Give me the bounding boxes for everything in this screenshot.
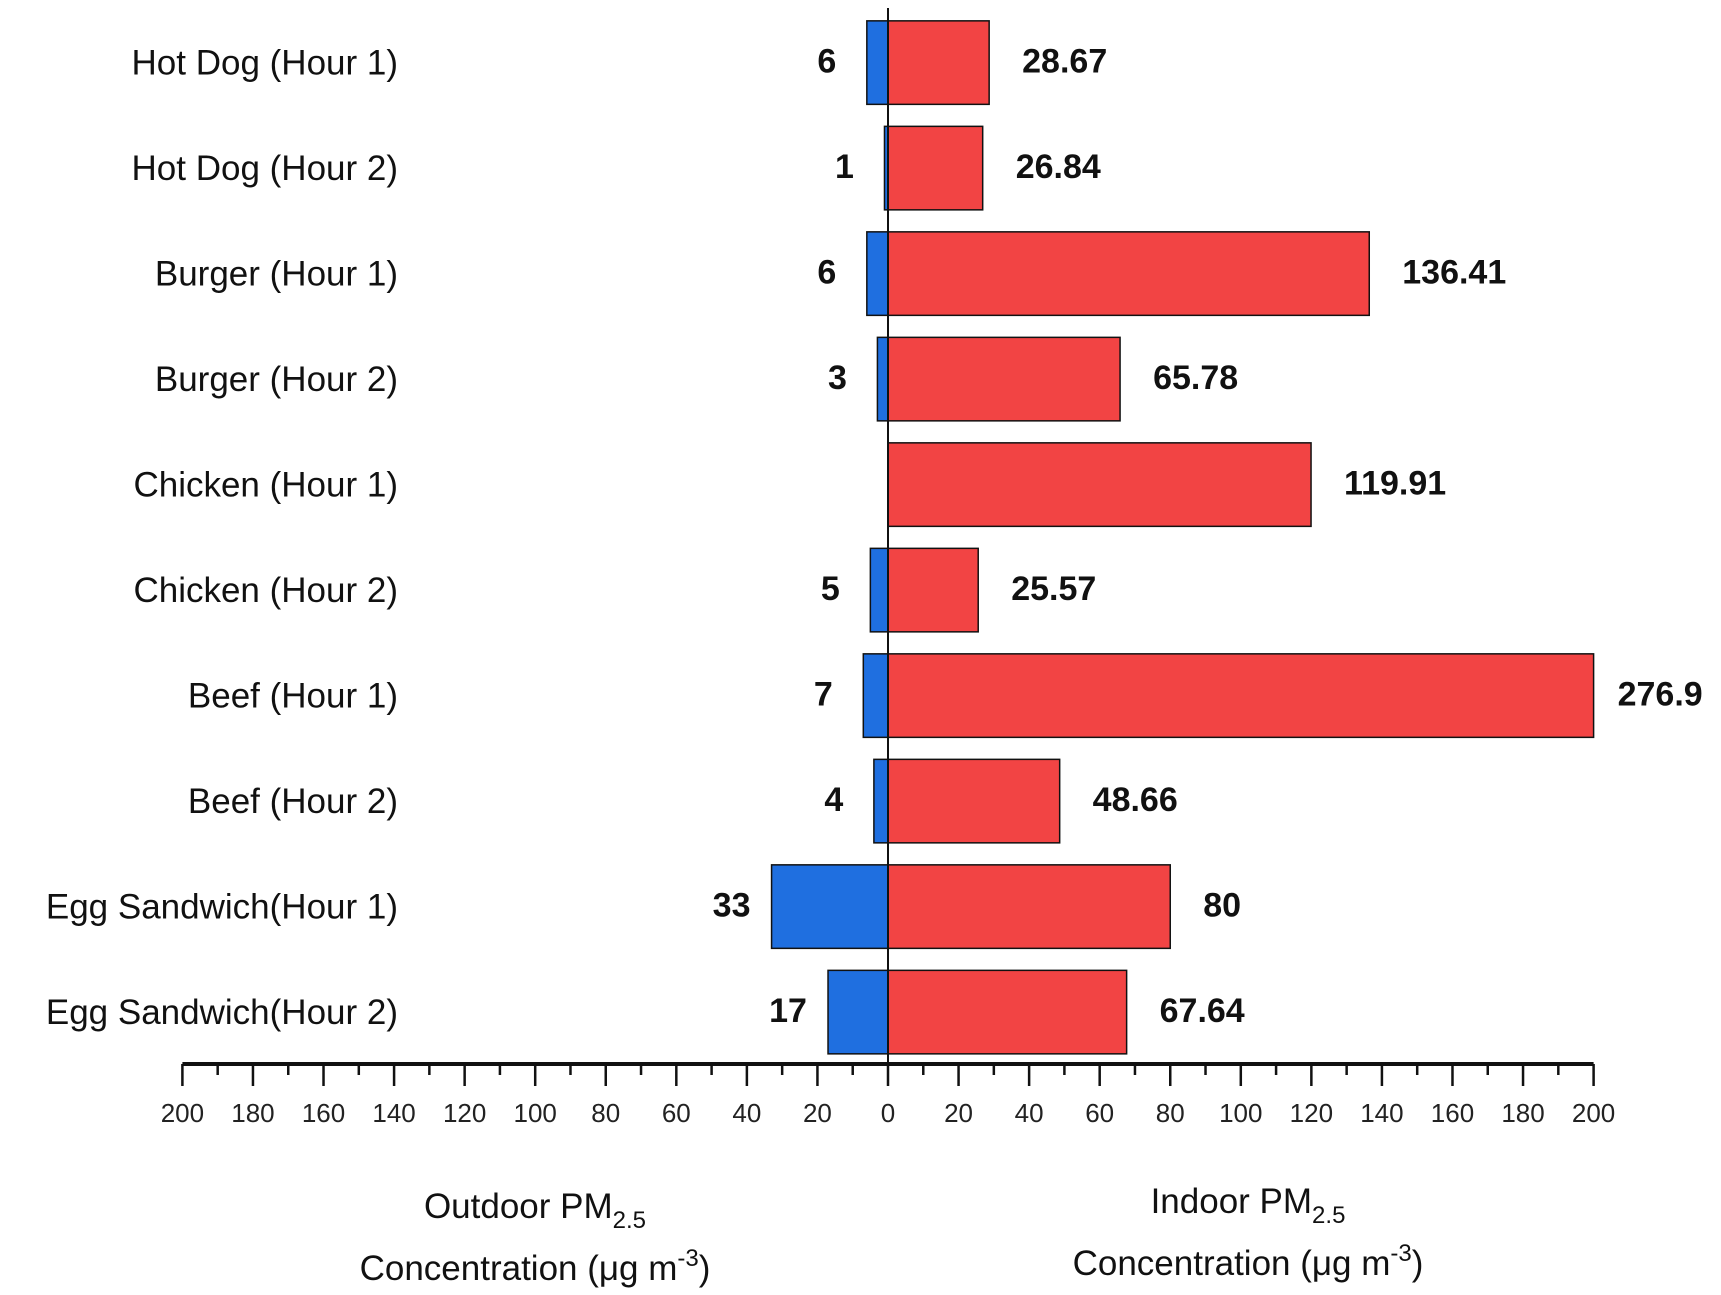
- outdoor-bar: [866, 20, 889, 106]
- indoor-value-label: 67.64: [1160, 992, 1245, 1030]
- x-tick-label: 120: [1290, 1098, 1333, 1128]
- outdoor-bar: [862, 653, 889, 739]
- category-label: Egg Sandwich(Hour 1): [46, 888, 398, 927]
- x-tick-label: 0: [881, 1098, 895, 1128]
- outdoor-bar: [827, 969, 889, 1055]
- x-tick-label: 200: [161, 1098, 204, 1128]
- x-tick-label: 180: [1501, 1098, 1544, 1128]
- outdoor-value-label: 1: [835, 148, 854, 186]
- category-label: Beef (Hour 2): [188, 782, 398, 821]
- indoor-bar: [887, 336, 1121, 422]
- outdoor-value-label: 7: [814, 676, 833, 714]
- indoor-bar: [887, 20, 990, 106]
- x-tick-label: 120: [443, 1098, 486, 1128]
- x-tick-label: 40: [732, 1098, 761, 1128]
- category-label: Burger (Hour 1): [155, 255, 398, 294]
- outdoor-value-label: 3: [828, 359, 847, 397]
- x-tick-label: 100: [1219, 1098, 1262, 1128]
- indoor-bar: [887, 864, 1171, 950]
- indoor-value-label: 136.41: [1402, 254, 1506, 292]
- indoor-value-label: 80: [1203, 887, 1241, 925]
- x-tick-label: 80: [1156, 1098, 1185, 1128]
- outdoor-value-label: 4: [824, 781, 843, 819]
- indoor-value-label: 119.91: [1344, 465, 1446, 503]
- outdoor-value-label: 6: [817, 43, 836, 81]
- indoor-bar: [887, 969, 1128, 1055]
- indoor-bar: [887, 547, 979, 633]
- indoor-axis-title-line1: Indoor PM2.5: [1151, 1182, 1346, 1229]
- indoor-bar: [887, 125, 984, 211]
- indoor-value-label: 48.66: [1093, 781, 1178, 819]
- indoor-value-label: 276.9: [1618, 676, 1703, 714]
- indoor-value-label: 65.78: [1153, 359, 1238, 397]
- outdoor-bar: [866, 231, 889, 317]
- x-tick-label: 140: [372, 1098, 415, 1128]
- category-label: Egg Sandwich(Hour 2): [46, 993, 398, 1032]
- indoor-value-label: 25.57: [1011, 570, 1096, 608]
- x-tick-label: 20: [944, 1098, 973, 1128]
- outdoor-bar: [876, 336, 889, 422]
- category-label: Burger (Hour 2): [155, 360, 398, 399]
- indoor-value-label: 28.67: [1022, 43, 1107, 81]
- x-tick-label: 40: [1015, 1098, 1044, 1128]
- outdoor-value-label: 33: [713, 887, 751, 925]
- outdoor-value-label: 17: [769, 992, 807, 1030]
- outdoor-bar: [873, 758, 889, 844]
- x-tick-label: 20: [803, 1098, 832, 1128]
- category-label: Chicken (Hour 2): [133, 571, 398, 610]
- x-tick-label: 140: [1360, 1098, 1403, 1128]
- x-tick-label: 180: [231, 1098, 274, 1128]
- indoor-bar: [887, 442, 1312, 528]
- outdoor-bar: [770, 864, 889, 950]
- category-label: Hot Dog (Hour 1): [132, 44, 398, 83]
- indoor-axis-title-line2: Concentration (μg m-3): [1073, 1240, 1424, 1283]
- x-tick-label: 160: [1431, 1098, 1474, 1128]
- x-tick-label: 100: [514, 1098, 557, 1128]
- outdoor-value-label: 5: [821, 570, 840, 608]
- category-label: Beef (Hour 1): [188, 677, 398, 716]
- x-tick-label: 200: [1572, 1098, 1615, 1128]
- outdoor-value-label: 6: [817, 254, 836, 292]
- indoor-bar: [887, 758, 1061, 844]
- indoor-bar: [887, 653, 1595, 739]
- category-label: Chicken (Hour 1): [133, 466, 398, 505]
- x-tick-label: 60: [662, 1098, 691, 1128]
- indoor-bar: [887, 231, 1371, 317]
- x-tick-label: 60: [1085, 1098, 1114, 1128]
- x-tick-label: 160: [302, 1098, 345, 1128]
- x-tick-label: 80: [591, 1098, 620, 1128]
- outdoor-axis-title-line2: Concentration (μg m-3): [360, 1245, 711, 1288]
- outdoor-axis-title-line1: Outdoor PM2.5: [424, 1187, 646, 1234]
- outdoor-bar: [869, 547, 889, 633]
- category-label: Hot Dog (Hour 2): [132, 149, 398, 188]
- indoor-value-label: 26.84: [1016, 148, 1101, 186]
